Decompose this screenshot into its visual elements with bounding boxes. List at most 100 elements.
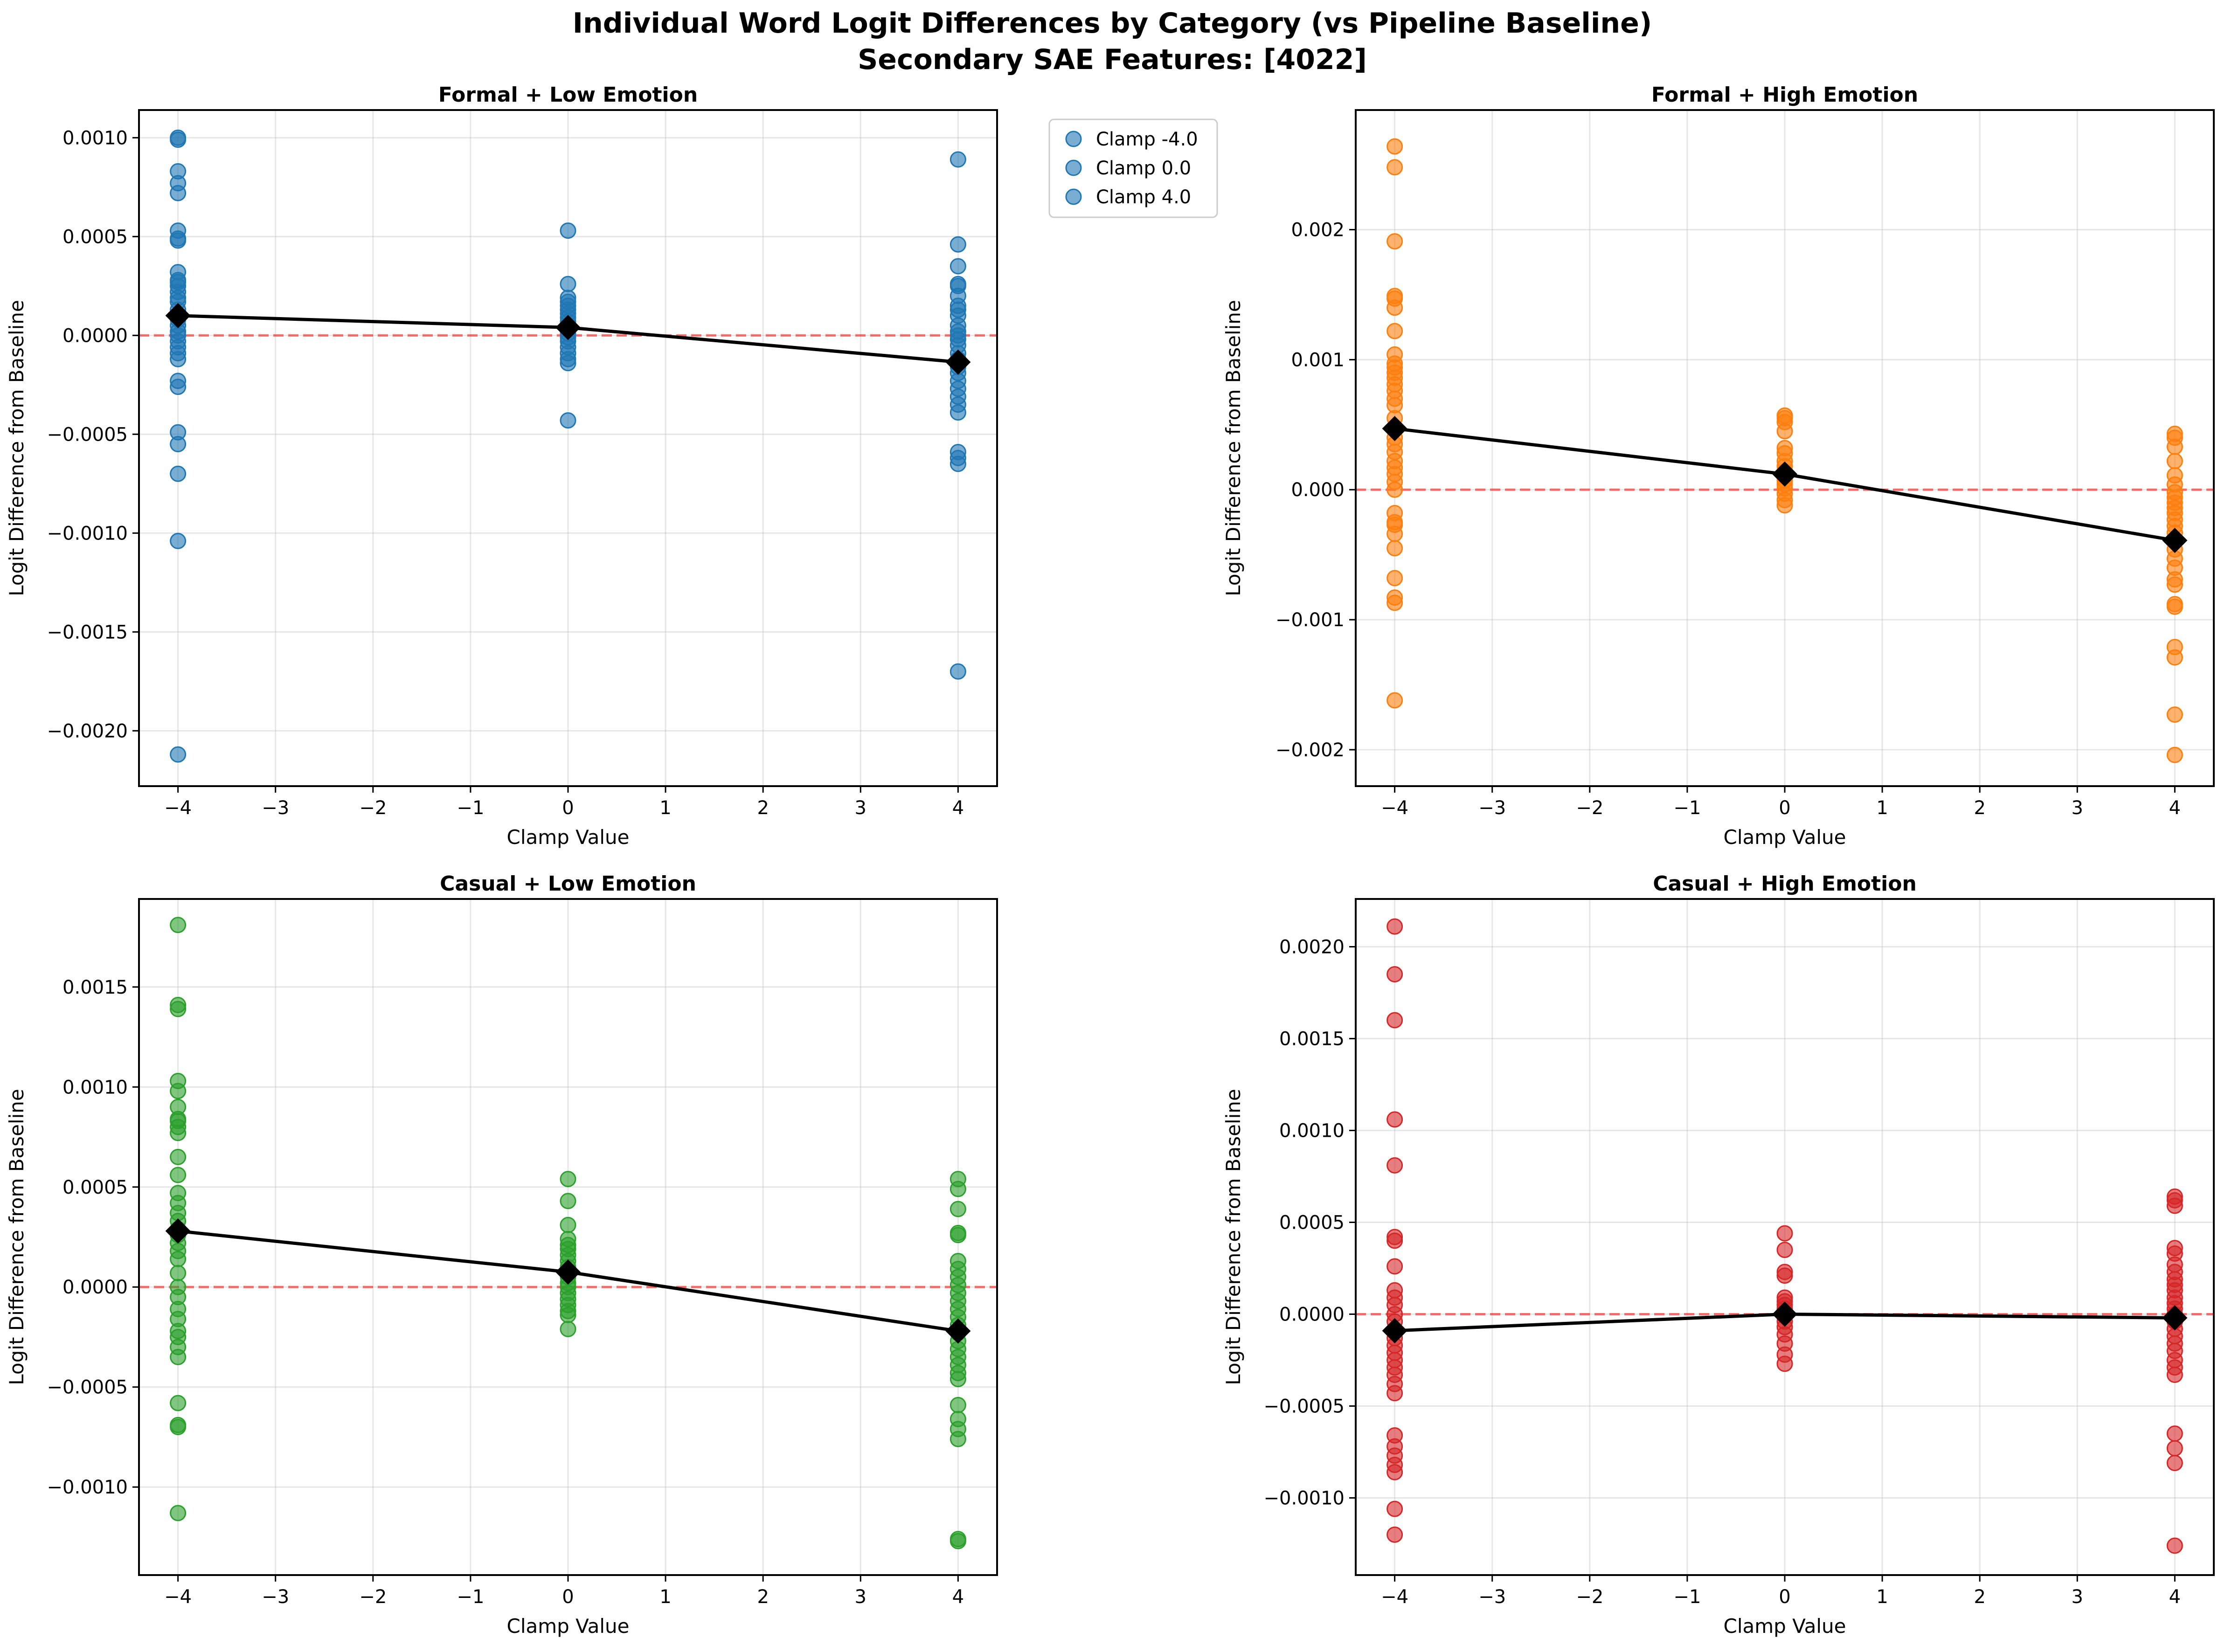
y-tick-label: 0.0020	[1279, 936, 1345, 958]
x-tick-label: 3	[855, 797, 866, 819]
scatter-point	[1386, 1526, 1403, 1543]
scatter-point	[170, 917, 187, 933]
scatter-point	[1776, 1267, 1793, 1284]
subplot-1: −4 −3 −2 −1 0 1 2 3 4 −0.0020 −0.0015 −0.0010 −0.000…	[5, 83, 1218, 849]
y-tick-label: 0.0000	[1279, 1304, 1345, 1325]
scatter-point	[1386, 692, 1403, 709]
scatter-point	[1386, 1258, 1403, 1275]
figure-title-line1: Individual Word Logit Differences by Cat…	[573, 7, 1652, 40]
mean-marker	[555, 315, 581, 340]
y-tick-label: 0.0000	[62, 325, 128, 346]
mean-marker	[945, 1318, 971, 1344]
scatter-point	[950, 151, 966, 168]
scatter-point	[170, 1167, 187, 1183]
x-tick-label: 2	[757, 1586, 769, 1608]
scatter-point	[1386, 159, 1403, 176]
scatter-point	[1386, 540, 1403, 557]
mean-marker	[1382, 416, 1407, 442]
x-axis-label: Clamp Value	[507, 826, 630, 849]
x-tick-label: 4	[952, 1586, 964, 1608]
scatter-point	[2166, 453, 2183, 470]
x-axis-label: Clamp Value	[507, 1615, 630, 1638]
scatter-point	[1776, 1242, 1793, 1258]
scatter-point	[170, 532, 187, 549]
mean-marker	[555, 1259, 581, 1285]
y-tick-label: 0.000	[1291, 479, 1345, 501]
y-tick-label: −0.0005	[47, 424, 128, 445]
scatter-point	[1386, 918, 1403, 935]
scatter-point	[950, 258, 966, 275]
scatter-point	[1776, 497, 1793, 514]
x-tick-label: −3	[262, 797, 289, 819]
scatter-point	[1386, 570, 1403, 587]
scatter-point	[2166, 438, 2183, 455]
scatter-point	[560, 1217, 576, 1233]
legend-label: Clamp 4.0	[1096, 187, 1191, 208]
y-tick-label: −0.002	[1275, 740, 1345, 761]
x-tick-label: 2	[1974, 1586, 1985, 1608]
mean-marker	[1382, 1318, 1407, 1343]
legend-marker	[1065, 188, 1082, 205]
y-axis-label: Logit Difference from Baseline	[5, 300, 28, 596]
subplot-3: −4 −3 −2 −1 0 1 2 3 4 −0.0010 −0.0005 0.0000 0.0005 0…	[5, 872, 998, 1638]
scatter-point	[1386, 966, 1403, 983]
x-tick-label: −4	[1381, 797, 1408, 819]
y-tick-label: 0.0010	[62, 127, 128, 149]
scatter-point	[560, 1193, 576, 1210]
x-tick-label: −4	[164, 797, 192, 819]
subplot-title: Formal + Low Emotion	[438, 83, 698, 107]
scatter-point	[170, 1348, 187, 1365]
scatter-point	[170, 379, 187, 395]
subplot-4: −4 −3 −2 −1 0 1 2 3 4 −0.0010 −0.0005 0.0000 0.0005 0…	[1222, 872, 2215, 1638]
scatter-point	[950, 1431, 966, 1447]
scatter-point	[170, 1148, 187, 1165]
y-tick-label: −0.0010	[1264, 1488, 1345, 1509]
legend-marker	[1065, 131, 1082, 147]
scatter-point	[950, 236, 966, 253]
scatter-point	[560, 355, 576, 372]
x-tick-label: 2	[757, 797, 769, 819]
scatter-point	[2166, 1425, 2183, 1442]
scatter-point	[950, 404, 966, 421]
scatter-point	[1776, 1225, 1793, 1242]
scatter-point	[950, 663, 966, 680]
y-axis-label: Logit Difference from Baseline	[1222, 300, 1245, 596]
scatter-point	[2166, 1440, 2183, 1457]
scatter-point	[1386, 1464, 1403, 1480]
scatter-point	[2166, 598, 2183, 615]
legend-box	[1048, 118, 1218, 218]
scatter-point	[2166, 1455, 2183, 1472]
y-tick-label: 0.002	[1291, 220, 1345, 241]
y-tick-label: 0.001	[1291, 349, 1345, 371]
scatter-point	[2166, 1197, 2183, 1214]
scatter-point	[170, 465, 187, 482]
y-tick-label: −0.001	[1275, 609, 1345, 631]
y-tick-label: −0.0015	[47, 622, 128, 643]
scatter-point	[1386, 594, 1403, 611]
x-tick-label: 0	[562, 1586, 574, 1608]
x-tick-label: 4	[2169, 797, 2181, 819]
x-tick-label: −1	[1673, 1586, 1701, 1608]
x-tick-label: 0	[562, 797, 574, 819]
mean-marker	[2162, 527, 2188, 553]
scatter-point	[2166, 1537, 2183, 1554]
x-tick-label: −2	[359, 1586, 387, 1608]
x-tick-label: 1	[659, 797, 671, 819]
x-tick-label: 3	[855, 1586, 866, 1608]
x-tick-label: −1	[1673, 797, 1701, 819]
scatter-point	[1776, 423, 1793, 440]
scatter-point	[1386, 1232, 1403, 1249]
scatter-point	[2166, 747, 2183, 763]
scatter-point	[2166, 1367, 2183, 1383]
scatter-point	[1386, 1111, 1403, 1128]
subplot-title: Casual + High Emotion	[1653, 872, 1917, 896]
scatter-point	[1386, 299, 1403, 316]
scatter-point	[950, 1181, 966, 1197]
mean-marker	[165, 303, 191, 328]
x-tick-label: 4	[952, 797, 964, 819]
x-tick-label: −1	[457, 1586, 484, 1608]
y-tick-label: 0.0010	[62, 1077, 128, 1098]
x-tick-label: −2	[359, 797, 387, 819]
scatter-point	[1386, 233, 1403, 250]
y-tick-label: −0.0020	[47, 720, 128, 742]
